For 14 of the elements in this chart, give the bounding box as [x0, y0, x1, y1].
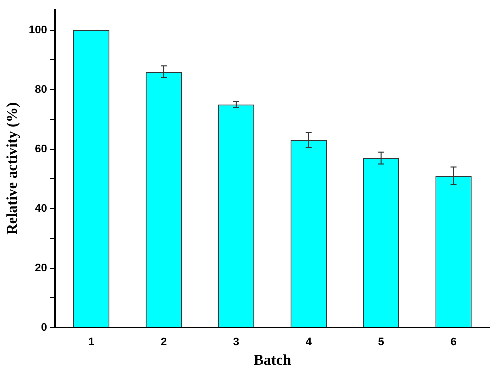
- x-tick-label: 3: [233, 336, 240, 348]
- x-tick-label: 2: [160, 336, 168, 348]
- y-tick-label: 20: [35, 262, 48, 274]
- x-tick-label: 1: [88, 336, 95, 348]
- x-tick-label: 4: [306, 336, 313, 348]
- y-tick-label: 0: [41, 322, 48, 334]
- y-tick-label: 40: [35, 202, 48, 215]
- y-tick-label: 100: [28, 24, 48, 36]
- y-tick-label: 60: [35, 143, 48, 156]
- x-axis-title: Batch: [254, 352, 292, 369]
- y-axis-title: Relative activity (%): [4, 102, 21, 235]
- x-tick-label: 5: [378, 336, 384, 348]
- x-tick-label: 6: [450, 336, 457, 348]
- y-tick-label: 80: [35, 84, 48, 96]
